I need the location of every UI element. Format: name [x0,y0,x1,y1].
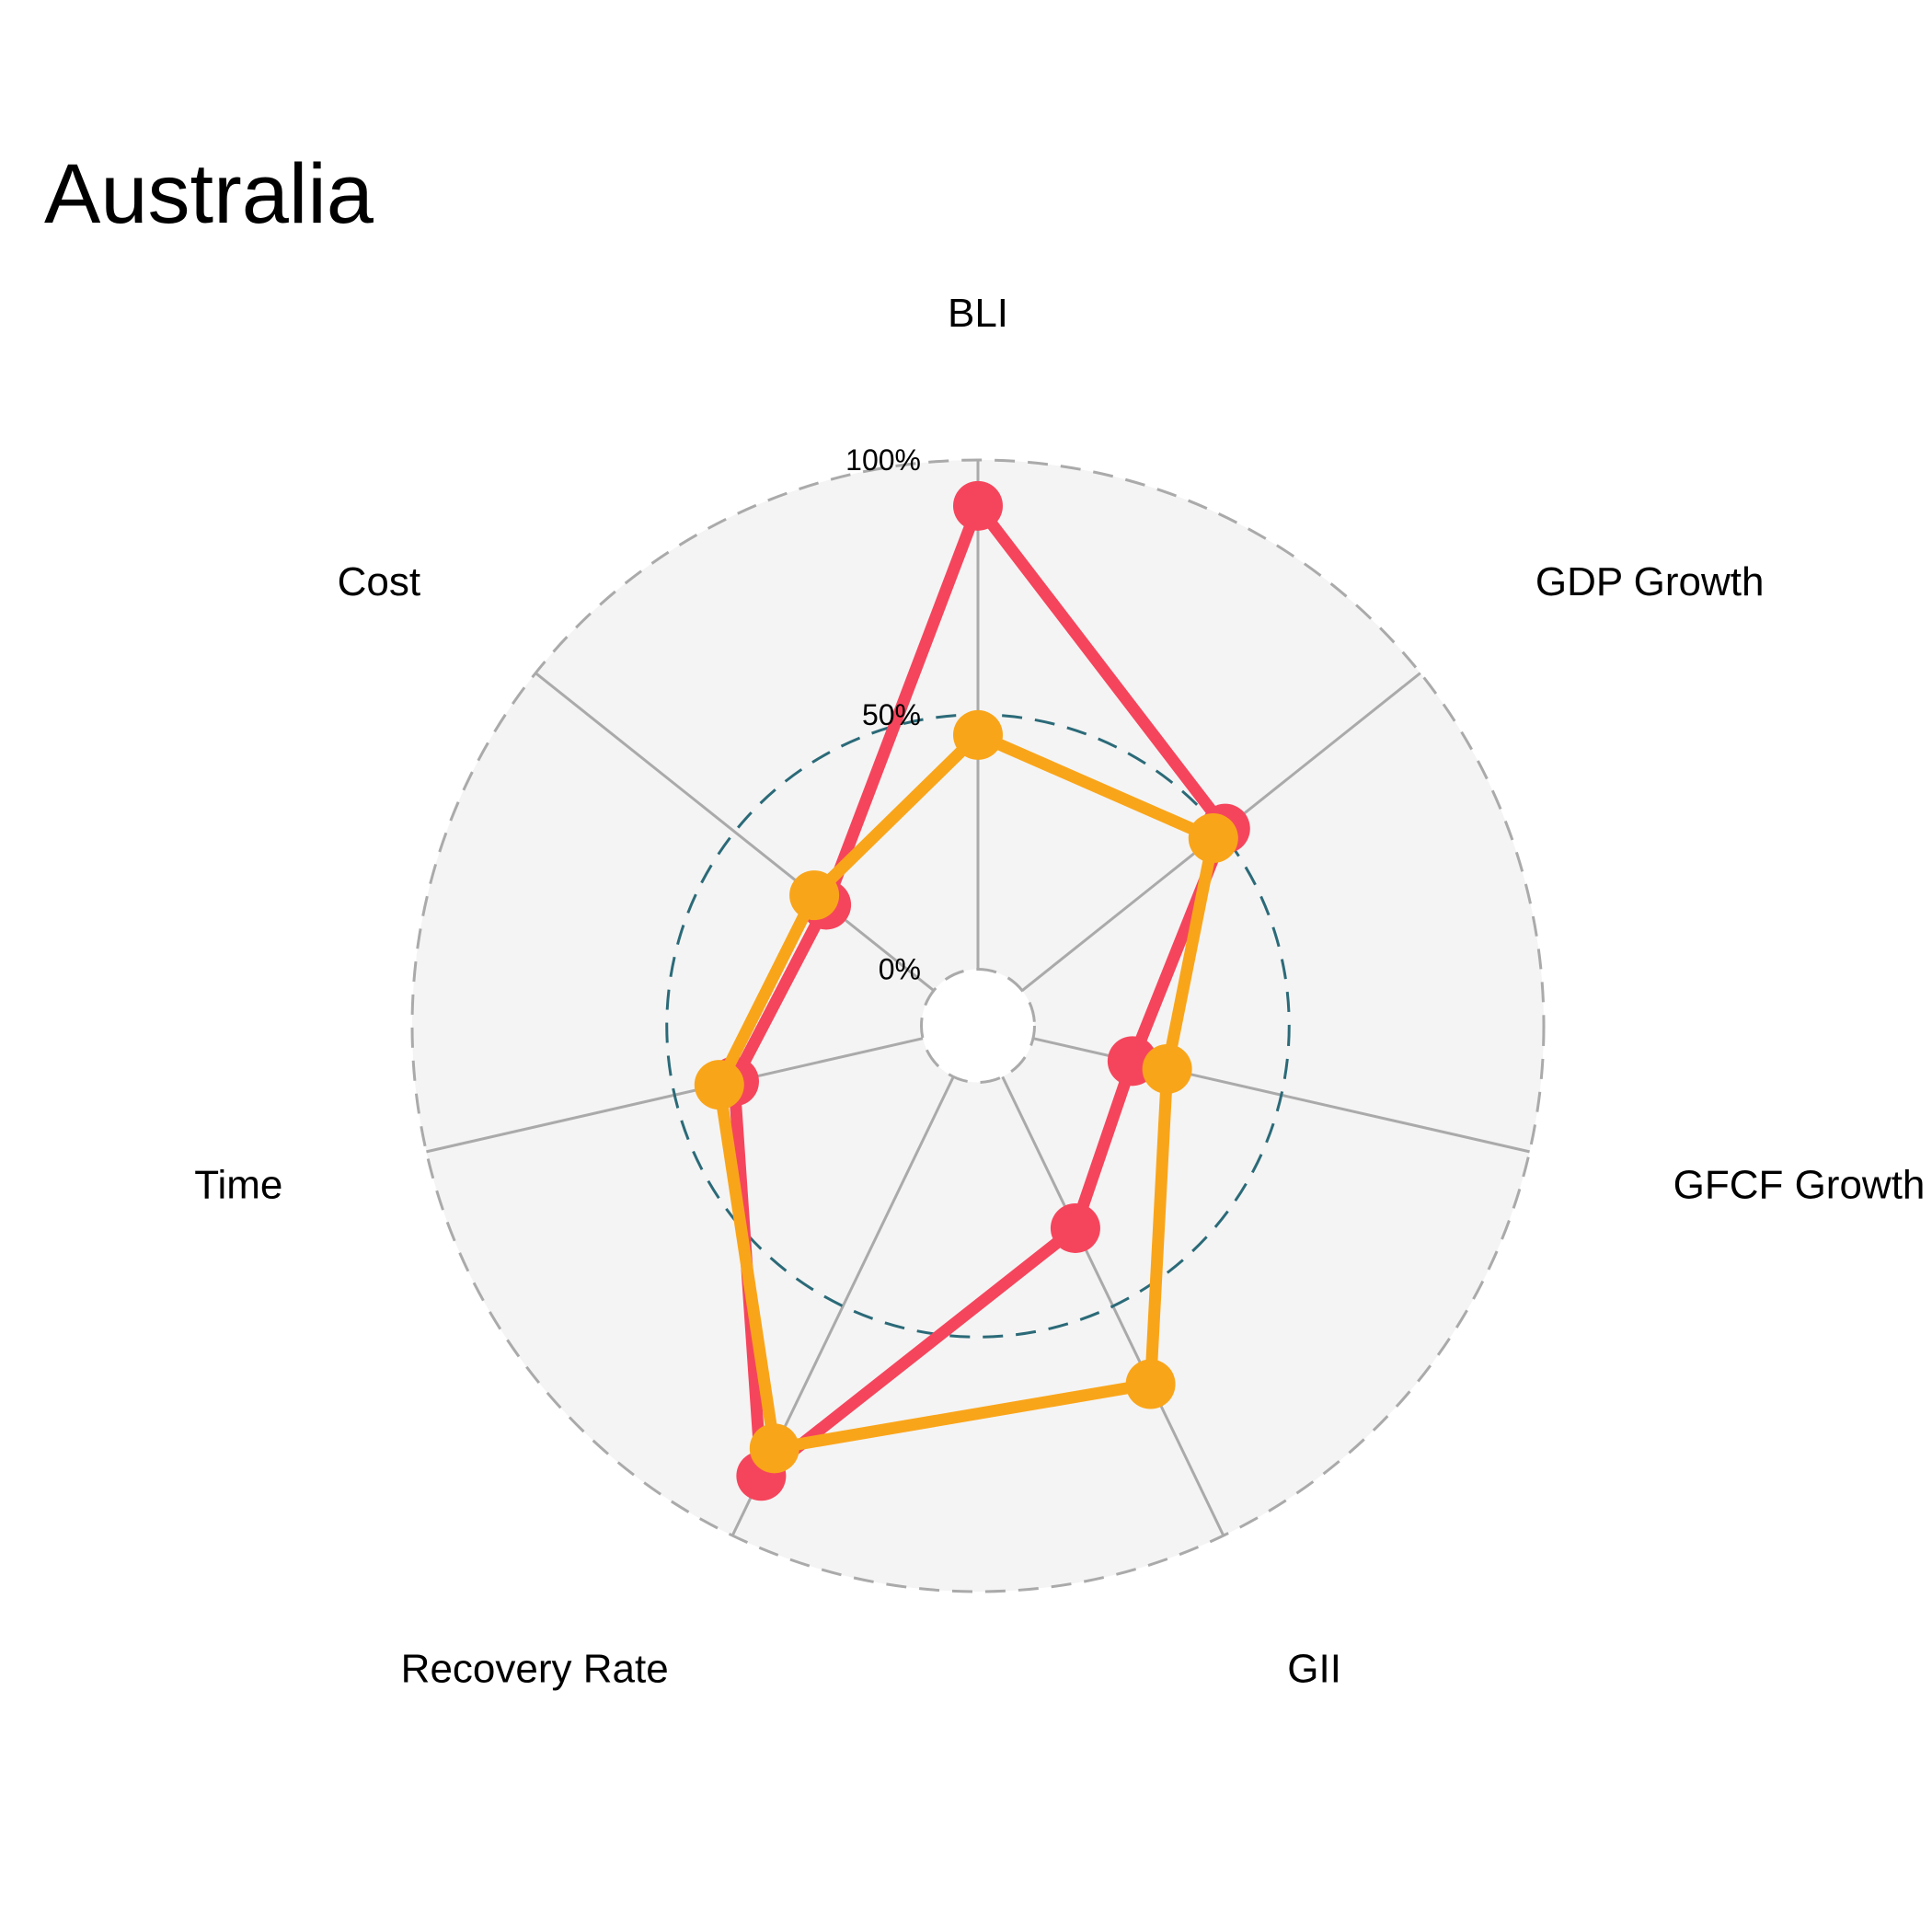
tick-label-50-pct: 50% [862,698,921,731]
tick-label-0-pct: 0% [879,953,921,986]
chart-title: Australia [44,147,374,241]
series-2-line [713,729,1220,1455]
grid-ring-100 [410,458,1546,1593]
series-2-point-gfcf-growth [1142,1043,1192,1094]
series-1-point-bli [953,480,1003,531]
tick-label-100-pct: 100% [845,443,921,477]
series-2-point-time [694,1060,744,1110]
axis-label-cost: Cost [338,559,420,604]
axis-label-recovery-rate: Recovery Rate [401,1646,669,1691]
series-2-point-cost [789,870,840,921]
series-2-point-bli [953,709,1003,760]
series-1-point-gii [1050,1202,1100,1253]
axis-label-gdp-growth: GDP Growth [1535,559,1765,604]
spoke-cost [535,672,935,992]
axis-label-gfcf-growth: GFCF Growth [1673,1163,1926,1208]
axis-label-bli: BLI [948,291,1008,336]
axis-label-gii: GII [1287,1646,1341,1691]
series-2-point-gii [1125,1359,1176,1409]
grid-ring-0 [920,968,1036,1084]
series-2-point-gdp-growth [1188,813,1238,864]
axis-label-time: Time [194,1163,282,1208]
series-2-point-recovery-rate [749,1423,799,1474]
